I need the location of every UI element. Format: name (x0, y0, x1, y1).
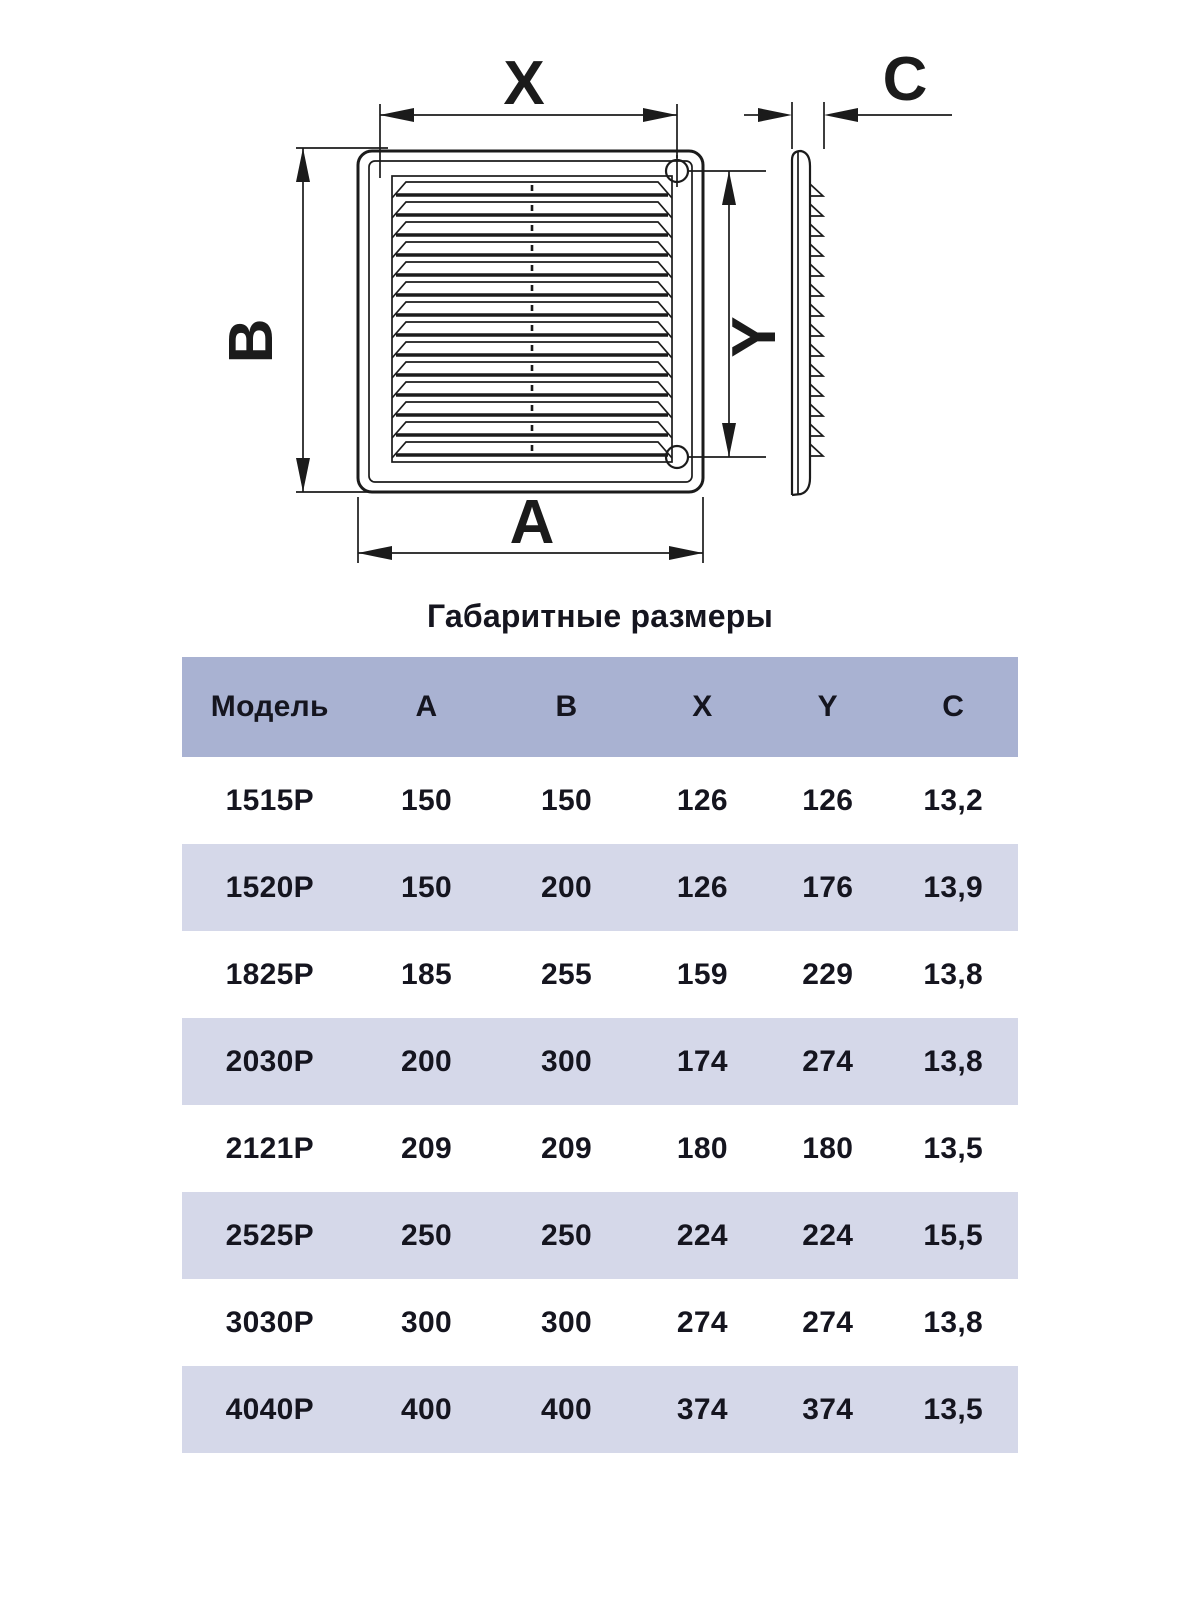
cell-c: 13,8 (923, 957, 983, 991)
cell-c: 13,2 (923, 783, 983, 817)
table-row: 1520P 150 200 126 176 13,9 (182, 844, 1018, 931)
cell-y: 180 (802, 1131, 854, 1165)
dimension-b-label: B (217, 319, 286, 364)
cell-b: 400 (541, 1392, 593, 1426)
dimensions-table: Модель A B X Y C 1515P 150 150 126 126 1… (182, 657, 1018, 1453)
cell-model: 2121P (225, 1131, 314, 1165)
column-header-c: C (942, 690, 965, 723)
table-row: 1825P 185 255 159 229 13,8 (182, 931, 1018, 1018)
cell-b: 150 (541, 783, 593, 817)
column-header-x: X (692, 690, 713, 723)
cell-c: 15,5 (923, 1218, 983, 1252)
column-header-b: B (555, 690, 578, 723)
screw-hole-top (664, 155, 690, 187)
cell-model: 3030P (225, 1305, 314, 1339)
dimension-x: X (379, 49, 678, 178)
cell-c: 13,5 (923, 1131, 983, 1165)
cell-a: 300 (401, 1305, 452, 1339)
cell-model: 1520P (225, 870, 314, 904)
cell-model: 1515P (225, 783, 314, 817)
cell-b: 300 (541, 1044, 593, 1078)
cell-x: 224 (676, 1218, 728, 1252)
column-header-a: A (415, 690, 438, 723)
cell-x: 159 (676, 957, 728, 991)
cell-x: 126 (676, 870, 728, 904)
table-title: Габаритные размеры (426, 598, 774, 634)
side-view-teeth (809, 183, 824, 457)
table-row: 2525P 250 250 224 224 15,5 (182, 1192, 1018, 1279)
louvers (390, 180, 674, 460)
cell-model: 2525P (225, 1218, 314, 1252)
cell-a: 150 (401, 783, 452, 817)
cell-b: 300 (541, 1305, 593, 1339)
cell-b: 209 (541, 1131, 593, 1165)
cell-a: 200 (401, 1044, 452, 1078)
cell-a: 209 (401, 1131, 452, 1165)
cell-a: 400 (401, 1392, 452, 1426)
table-row: 4040P 400 400 374 374 13,5 (182, 1366, 1018, 1453)
cell-x: 374 (676, 1392, 728, 1426)
table-row: 2121P 209 209 180 180 13,5 (182, 1105, 1018, 1192)
cell-y: 176 (802, 870, 854, 904)
cell-y: 374 (802, 1392, 854, 1426)
table-row: 1515P 150 150 126 126 13,2 (182, 757, 1018, 844)
cell-y: 224 (802, 1218, 854, 1252)
column-header-model: Модель (210, 690, 329, 723)
cell-y: 229 (802, 957, 854, 991)
grille-dimension-drawing: X C B Y (217, 45, 952, 563)
dimension-y-label: Y (720, 316, 789, 357)
cell-c: 13,8 (923, 1044, 983, 1078)
screw-hole-bottom (664, 444, 690, 470)
cell-x: 274 (676, 1305, 728, 1339)
dimension-b: B (217, 147, 388, 493)
cell-a: 250 (401, 1218, 452, 1252)
dimension-a: A (357, 488, 704, 563)
cell-x: 180 (676, 1131, 728, 1165)
cell-x: 126 (676, 783, 728, 817)
cell-a: 150 (401, 870, 452, 904)
dimension-x-label: X (503, 49, 544, 118)
cell-model: 2030P (225, 1044, 314, 1078)
dimension-c-label: C (883, 45, 928, 114)
grille-side-view (790, 149, 824, 497)
cell-x: 174 (676, 1044, 728, 1078)
dimension-a-label: A (510, 488, 555, 557)
cell-model: 1825P (225, 957, 314, 991)
cell-y: 126 (802, 783, 854, 817)
table-row: 2030P 200 300 174 274 13,8 (182, 1018, 1018, 1105)
cell-b: 255 (541, 957, 593, 991)
column-header-y: Y (817, 690, 838, 723)
cell-model: 4040P (225, 1392, 314, 1426)
cell-c: 13,5 (923, 1392, 983, 1426)
grille-front-view (356, 149, 705, 494)
cell-a: 185 (401, 957, 452, 991)
cell-y: 274 (802, 1044, 854, 1078)
dimension-c: C (744, 45, 952, 149)
table-row: 3030P 300 300 274 274 13,8 (182, 1279, 1018, 1366)
cell-b: 200 (541, 870, 593, 904)
table-body: 1515P 150 150 126 126 13,2 1520P 150 200… (182, 757, 1018, 1453)
cell-c: 13,8 (923, 1305, 983, 1339)
table-header-row: Модель A B X Y C (182, 657, 1018, 757)
dimension-y: Y (688, 170, 789, 458)
cell-b: 250 (541, 1218, 593, 1252)
cell-y: 274 (802, 1305, 854, 1339)
cell-c: 13,9 (923, 870, 983, 904)
